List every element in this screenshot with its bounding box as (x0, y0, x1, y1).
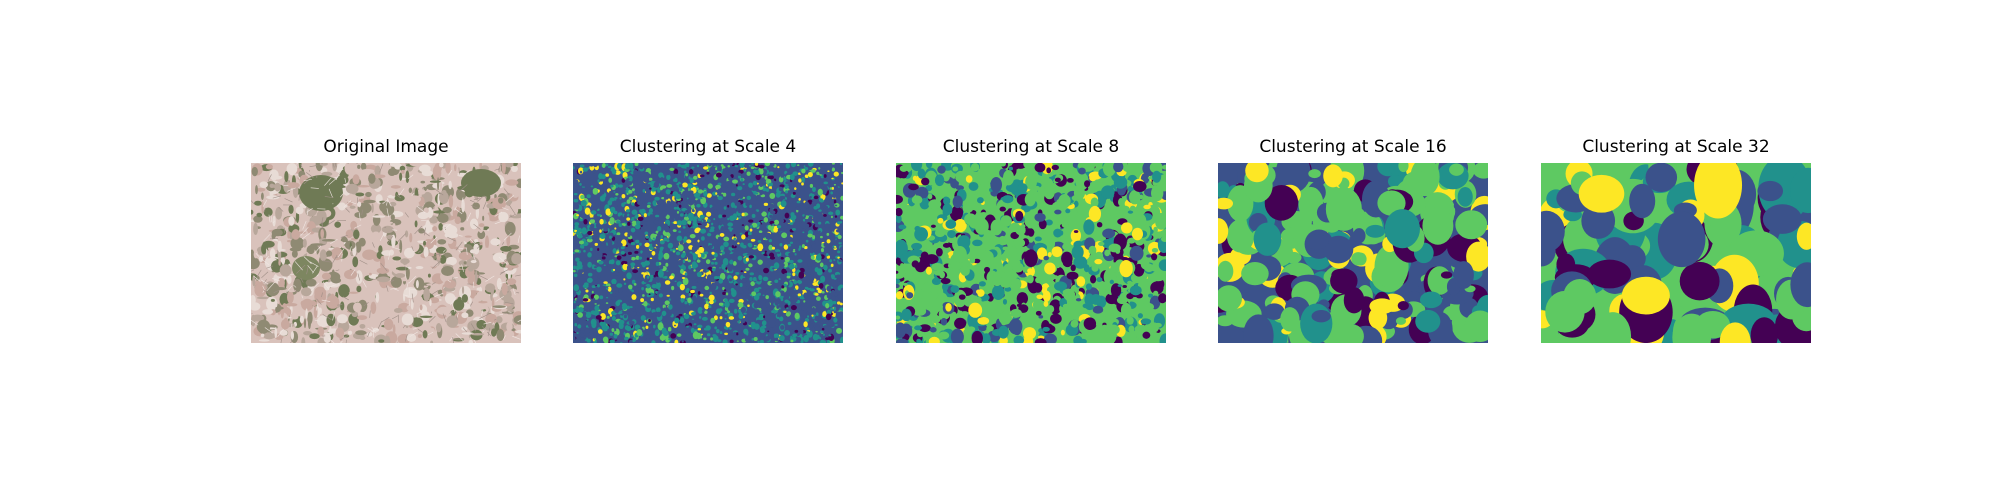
panel-title: Original Image (323, 137, 449, 157)
panel-scale-4: Clustering at Scale 4 (573, 0, 843, 500)
panel-original: Original Image (251, 0, 521, 500)
cluster-map-scale-8 (896, 163, 1166, 343)
cluster-map-scale-32 (1541, 163, 1811, 343)
panel-title: Clustering at Scale 4 (619, 137, 797, 157)
cluster-map-scale-4 (573, 163, 843, 343)
panel-scale-16: Clustering at Scale 16 (1218, 0, 1488, 500)
original-image (251, 163, 521, 343)
panel-title: Clustering at Scale 16 (1259, 137, 1447, 157)
panel-title: Clustering at Scale 8 (942, 137, 1120, 157)
panel-scale-32: Clustering at Scale 32 (1541, 0, 1811, 500)
panel-scale-8: Clustering at Scale 8 (896, 0, 1166, 500)
panel-title: Clustering at Scale 32 (1582, 137, 1770, 157)
cluster-map-scale-16 (1218, 163, 1488, 343)
